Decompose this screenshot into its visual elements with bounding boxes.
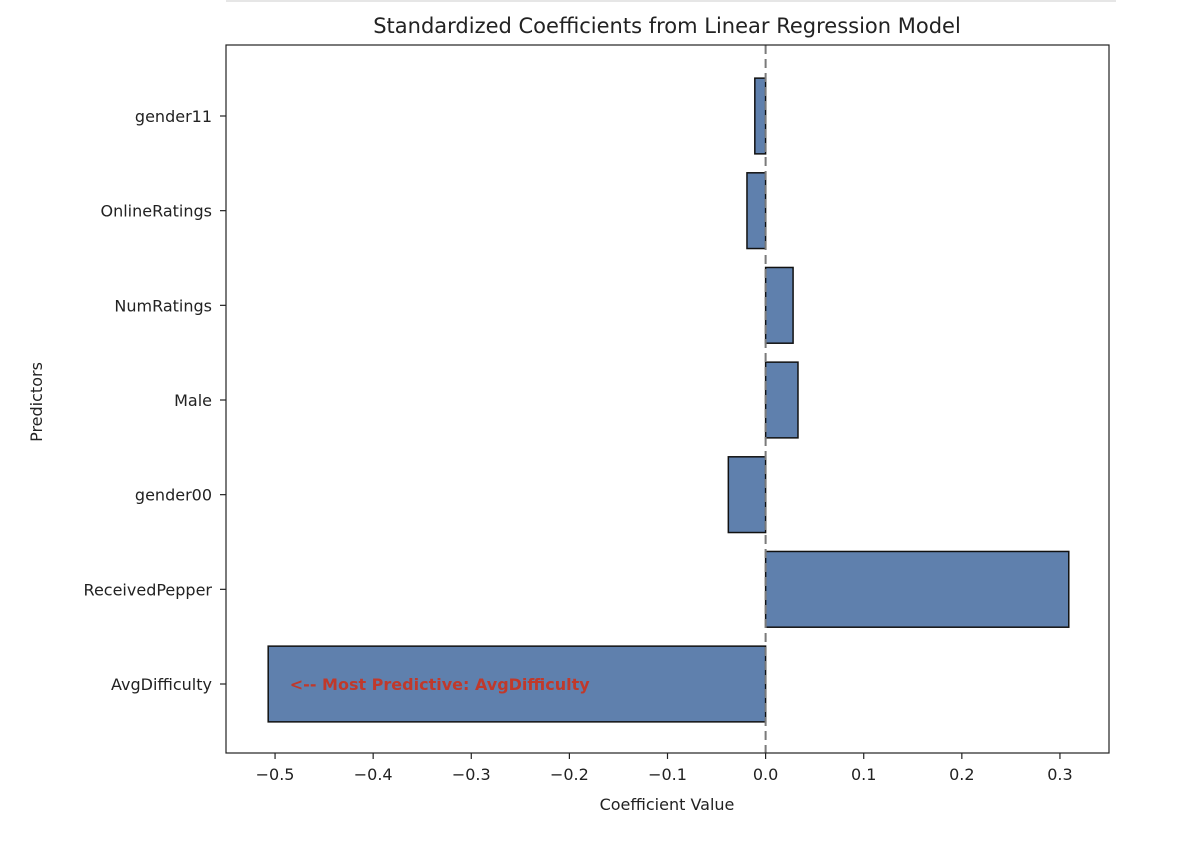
- bar-gender11: [754, 77, 767, 155]
- y-tick-label: ReceivedPepper: [84, 580, 213, 599]
- x-tick-label: 0.2: [949, 765, 974, 784]
- x-tick-label: 0.1: [851, 765, 876, 784]
- most-predictive-annotation: <-- Most Predictive: AvgDifficulty: [290, 675, 591, 694]
- y-tick-label: OnlineRatings: [100, 202, 212, 221]
- x-tick-label: −0.1: [648, 765, 687, 784]
- x-tick-label: −0.4: [354, 765, 393, 784]
- bar-OnlineRatings: [746, 172, 767, 250]
- x-tick-label: 0.3: [1047, 765, 1072, 784]
- y-axis-label: Predictors: [27, 362, 46, 442]
- x-tick-label: −0.2: [550, 765, 589, 784]
- x-axis-label: Coefficient Value: [600, 795, 735, 814]
- bar-ReceivedPepper: [764, 550, 1070, 628]
- bar-Male: [764, 361, 799, 439]
- bars-layer: [267, 77, 1070, 723]
- top-divider: [226, 0, 1116, 2]
- x-tick-label: −0.3: [452, 765, 491, 784]
- y-tick-label: gender00: [135, 486, 212, 505]
- x-axis-ticks: −0.5 −0.4 −0.3 −0.2 −0.1 0.0 0.1 0.2 0.3: [256, 753, 1073, 784]
- bar-NumRatings: [764, 266, 794, 344]
- y-tick-label: AvgDifficulty: [111, 675, 212, 694]
- bar-AvgDifficulty: [267, 645, 767, 723]
- y-axis-ticks: gender11 OnlineRatings NumRatings Male gende…: [84, 107, 226, 694]
- x-tick-label: 0.0: [753, 765, 778, 784]
- y-tick-label: NumRatings: [114, 296, 212, 315]
- bar-gender00: [727, 456, 767, 534]
- y-tick-label: gender11: [135, 107, 212, 126]
- x-tick-label: −0.5: [256, 765, 295, 784]
- y-tick-label: Male: [174, 391, 212, 410]
- chart-title: Standardized Coefficients from Linear Re…: [373, 14, 961, 38]
